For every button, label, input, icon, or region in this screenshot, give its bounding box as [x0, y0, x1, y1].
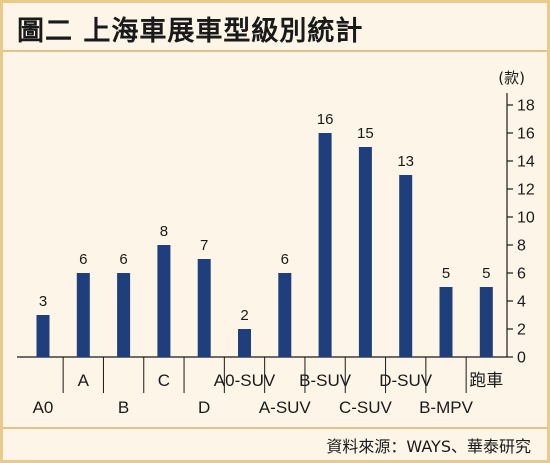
- y-tick-label: 2: [517, 322, 526, 339]
- category-label: C-SUV: [339, 398, 393, 417]
- bar: [76, 273, 90, 357]
- data-label: 16: [317, 111, 334, 128]
- y-tick-label: 18: [517, 98, 535, 115]
- data-label: 15: [357, 125, 374, 142]
- category-label: B-MPV: [419, 398, 474, 417]
- bar: [439, 287, 453, 357]
- bar: [278, 273, 292, 357]
- y-tick-label: 0: [517, 350, 526, 367]
- bar: [399, 175, 413, 357]
- category-label: 跑車: [469, 371, 503, 391]
- source-divider: [3, 427, 547, 429]
- bar: [157, 245, 171, 357]
- data-label: 13: [397, 153, 414, 170]
- category-label: A-SUV: [259, 398, 312, 417]
- bar: [36, 315, 50, 357]
- y-tick-label: 16: [517, 126, 535, 143]
- y-tick-label: 14: [517, 154, 535, 171]
- data-label: 8: [160, 223, 168, 240]
- bar-chart: 0 2 4 6 8 10 12 14 16 18 3 6 6 8 7 2 6 16 15 13 5 5 A0 A B C DA0…: [17, 69, 535, 417]
- y-tick-label: 10: [517, 210, 535, 227]
- bar: [117, 273, 131, 357]
- category-labels: A0 A B C DA0-SUV A-SUV B-SUV C-SUV D-SUV B-MPV 跑車: [33, 371, 504, 417]
- category-label: A: [78, 371, 90, 390]
- source-note: 資料來源：WAYS、華泰研究: [326, 437, 531, 456]
- title-divider: [3, 50, 547, 52]
- y-tick-label: 4: [517, 294, 526, 311]
- data-label: 6: [281, 251, 289, 268]
- bars: [36, 133, 493, 357]
- category-label: A0: [33, 398, 54, 417]
- data-label: 6: [79, 251, 87, 268]
- category-label: A0-SUV: [214, 371, 276, 390]
- y-tick-label: 8: [517, 238, 526, 255]
- category-label: B-SUV: [299, 371, 352, 390]
- y-tick-label: 12: [517, 182, 535, 199]
- y-tick-label: 6: [517, 266, 526, 283]
- data-label: 3: [39, 293, 47, 310]
- bar: [318, 133, 332, 357]
- data-label: 2: [240, 307, 248, 324]
- data-label: 5: [442, 265, 450, 282]
- category-label: D-SUV: [379, 371, 433, 390]
- bar: [479, 287, 493, 357]
- chart-title: 圖二 上海車展車型級別統計: [17, 16, 364, 47]
- data-label: 5: [482, 265, 490, 282]
- data-labels: 3 6 6 8 7 2 6 16 15 13 5 5: [39, 111, 491, 324]
- data-label: 7: [200, 237, 208, 254]
- axes: 0 2 4 6 8 10 12 14 16 18: [17, 93, 535, 393]
- bar: [197, 259, 211, 357]
- category-label: C: [158, 371, 170, 390]
- category-label: D: [198, 398, 210, 417]
- bar: [358, 147, 372, 357]
- category-label: B: [118, 398, 129, 417]
- data-label: 6: [119, 251, 127, 268]
- y-axis-unit-label: (款): [498, 69, 525, 87]
- bar: [238, 329, 251, 357]
